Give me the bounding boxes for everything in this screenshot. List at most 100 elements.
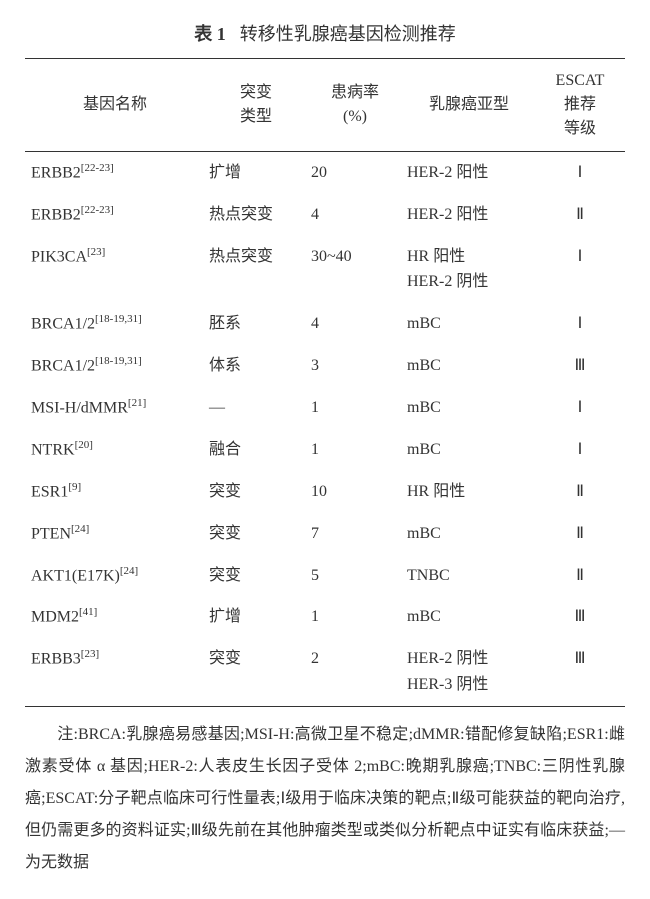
footnote-text: 注:BRCA:乳腺癌易感基因;MSI-H:高微卫星不稳定;dMMR:错配修复缺陷… [25, 726, 625, 871]
table-row: ERBB2[22-23]热点突变4HER-2 阳性Ⅱ [25, 194, 625, 236]
reference-superscript: [20] [75, 439, 93, 451]
cell-subtype: mBC [403, 429, 535, 471]
cell-escat: Ⅱ [535, 555, 625, 597]
cell-gene: ESR1[9] [25, 471, 205, 513]
cell-mutation: 突变 [205, 555, 307, 597]
table-row: PTEN[24]突变7mBCⅡ [25, 513, 625, 555]
gene-name: ESR1 [31, 483, 68, 500]
col-sub: 乳腺癌亚型 [403, 59, 535, 152]
table-title: 转移性乳腺癌基因检测推荐 [240, 24, 456, 44]
cell-mutation: 融合 [205, 429, 307, 471]
cell-mutation: 扩增 [205, 152, 307, 194]
table-row: PIK3CA[23]热点突变30~40HR 阳性HER-2 阴性Ⅰ [25, 236, 625, 303]
cell-escat: Ⅱ [535, 513, 625, 555]
cell-mutation: 胚系 [205, 303, 307, 345]
table-caption: 表 1 转移性乳腺癌基因检测推荐 [25, 20, 625, 46]
cell-subtype: mBC [403, 303, 535, 345]
cell-escat: Ⅰ [535, 152, 625, 194]
table-number: 表 1 [194, 24, 226, 44]
reference-superscript: [9] [68, 481, 81, 493]
table-row: MSI-H/dMMR[21]—1mBCⅠ [25, 387, 625, 429]
reference-superscript: [22-23] [81, 204, 114, 216]
cell-escat: Ⅰ [535, 387, 625, 429]
gene-name: NTRK [31, 441, 75, 458]
cell-incidence: 2 [307, 638, 403, 706]
cell-escat: Ⅰ [535, 303, 625, 345]
reference-superscript: [18-19,31] [95, 313, 142, 325]
cell-gene: BRCA1/2[18-19,31] [25, 345, 205, 387]
cell-mutation: 突变 [205, 513, 307, 555]
cell-gene: NTRK[20] [25, 429, 205, 471]
table-row: ERBB3[23]突变2HER-2 阴性HER-3 阴性Ⅲ [25, 638, 625, 706]
table-row: ERBB2[22-23]扩增20HER-2 阳性Ⅰ [25, 152, 625, 194]
cell-subtype: mBC [403, 387, 535, 429]
table-row: BRCA1/2[18-19,31]体系3mBCⅢ [25, 345, 625, 387]
cell-gene: PIK3CA[23] [25, 236, 205, 303]
cell-gene: AKT1(E17K)[24] [25, 555, 205, 597]
cell-mutation: 扩增 [205, 596, 307, 638]
cell-gene: ERBB3[23] [25, 638, 205, 706]
gene-name: ERBB3 [31, 651, 81, 668]
cell-mutation: 突变 [205, 471, 307, 513]
cell-escat: Ⅱ [535, 194, 625, 236]
table-footnote: 注:BRCA:乳腺癌易感基因;MSI-H:高微卫星不稳定;dMMR:错配修复缺陷… [25, 719, 625, 879]
cell-incidence: 10 [307, 471, 403, 513]
table-head: 基因名称 突变类型 患病率(%) 乳腺癌亚型 ESCAT推荐等级 [25, 59, 625, 152]
col-inc: 患病率(%) [307, 59, 403, 152]
cell-incidence: 1 [307, 387, 403, 429]
cell-incidence: 4 [307, 303, 403, 345]
reference-superscript: [21] [128, 397, 146, 409]
table-row: NTRK[20]融合1mBCⅠ [25, 429, 625, 471]
col-escat: ESCAT推荐等级 [535, 59, 625, 152]
cell-mutation: 突变 [205, 638, 307, 706]
cell-subtype: mBC [403, 513, 535, 555]
cell-gene: PTEN[24] [25, 513, 205, 555]
cell-escat: Ⅱ [535, 471, 625, 513]
cell-mutation: 热点突变 [205, 194, 307, 236]
gene-name: PIK3CA [31, 248, 87, 265]
cell-escat: Ⅲ [535, 345, 625, 387]
cell-incidence: 1 [307, 596, 403, 638]
cell-subtype: TNBC [403, 555, 535, 597]
cell-gene: MSI-H/dMMR[21] [25, 387, 205, 429]
cell-incidence: 30~40 [307, 236, 403, 303]
cell-subtype: mBC [403, 345, 535, 387]
cell-subtype: HR 阳性HER-2 阴性 [403, 236, 535, 303]
gene-name: BRCA1/2 [31, 315, 95, 332]
reference-superscript: [23] [87, 246, 105, 258]
cell-gene: ERBB2[22-23] [25, 152, 205, 194]
table-row: BRCA1/2[18-19,31]胚系4mBCⅠ [25, 303, 625, 345]
cell-mutation: 体系 [205, 345, 307, 387]
cell-mutation: 热点突变 [205, 236, 307, 303]
header-row: 基因名称 突变类型 患病率(%) 乳腺癌亚型 ESCAT推荐等级 [25, 59, 625, 152]
cell-subtype: HER-2 阳性 [403, 194, 535, 236]
cell-escat: Ⅰ [535, 429, 625, 471]
cell-gene: BRCA1/2[18-19,31] [25, 303, 205, 345]
col-gene: 基因名称 [25, 59, 205, 152]
cell-incidence: 1 [307, 429, 403, 471]
reference-superscript: [24] [120, 565, 138, 577]
cell-subtype: HER-2 阳性 [403, 152, 535, 194]
table-row: ESR1[9]突变10HR 阳性Ⅱ [25, 471, 625, 513]
cell-escat: Ⅰ [535, 236, 625, 303]
table-row: AKT1(E17K)[24]突变5TNBCⅡ [25, 555, 625, 597]
reference-superscript: [41] [79, 606, 97, 618]
gene-name: ERBB2 [31, 164, 81, 181]
cell-incidence: 5 [307, 555, 403, 597]
reference-superscript: [24] [71, 523, 89, 535]
cell-gene: ERBB2[22-23] [25, 194, 205, 236]
cell-subtype: HER-2 阴性HER-3 阴性 [403, 638, 535, 706]
cell-incidence: 7 [307, 513, 403, 555]
cell-escat: Ⅲ [535, 596, 625, 638]
gene-name: AKT1(E17K) [31, 567, 120, 584]
cell-incidence: 4 [307, 194, 403, 236]
cell-subtype: mBC [403, 596, 535, 638]
cell-incidence: 20 [307, 152, 403, 194]
cell-incidence: 3 [307, 345, 403, 387]
gene-name: BRCA1/2 [31, 357, 95, 374]
gene-name: MSI-H/dMMR [31, 399, 128, 416]
data-table: 基因名称 突变类型 患病率(%) 乳腺癌亚型 ESCAT推荐等级 ERBB2[2… [25, 58, 625, 707]
reference-superscript: [22-23] [81, 162, 114, 174]
cell-escat: Ⅲ [535, 638, 625, 706]
cell-mutation: — [205, 387, 307, 429]
